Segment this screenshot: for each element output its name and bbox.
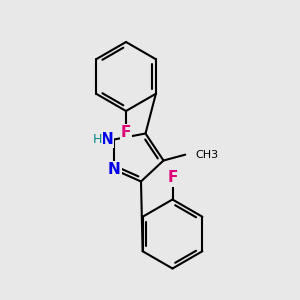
- Text: N: N: [100, 132, 113, 147]
- Text: H: H: [93, 133, 102, 146]
- Text: CH3: CH3: [195, 150, 218, 160]
- Text: F: F: [167, 170, 178, 185]
- Text: N: N: [108, 162, 120, 177]
- Text: F: F: [121, 125, 131, 140]
